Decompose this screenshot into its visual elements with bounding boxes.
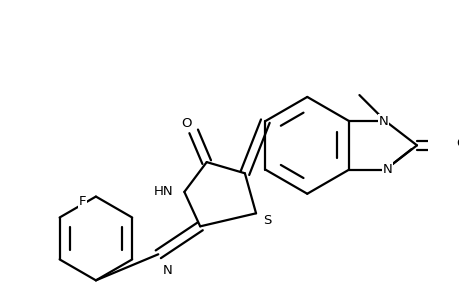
Text: O: O — [180, 117, 191, 130]
Text: N: N — [378, 115, 388, 128]
Text: N: N — [382, 163, 392, 176]
Text: HN: HN — [153, 185, 173, 198]
Text: O: O — [455, 137, 459, 150]
Text: F: F — [79, 195, 86, 208]
Text: N: N — [162, 264, 172, 277]
Text: S: S — [263, 214, 271, 227]
